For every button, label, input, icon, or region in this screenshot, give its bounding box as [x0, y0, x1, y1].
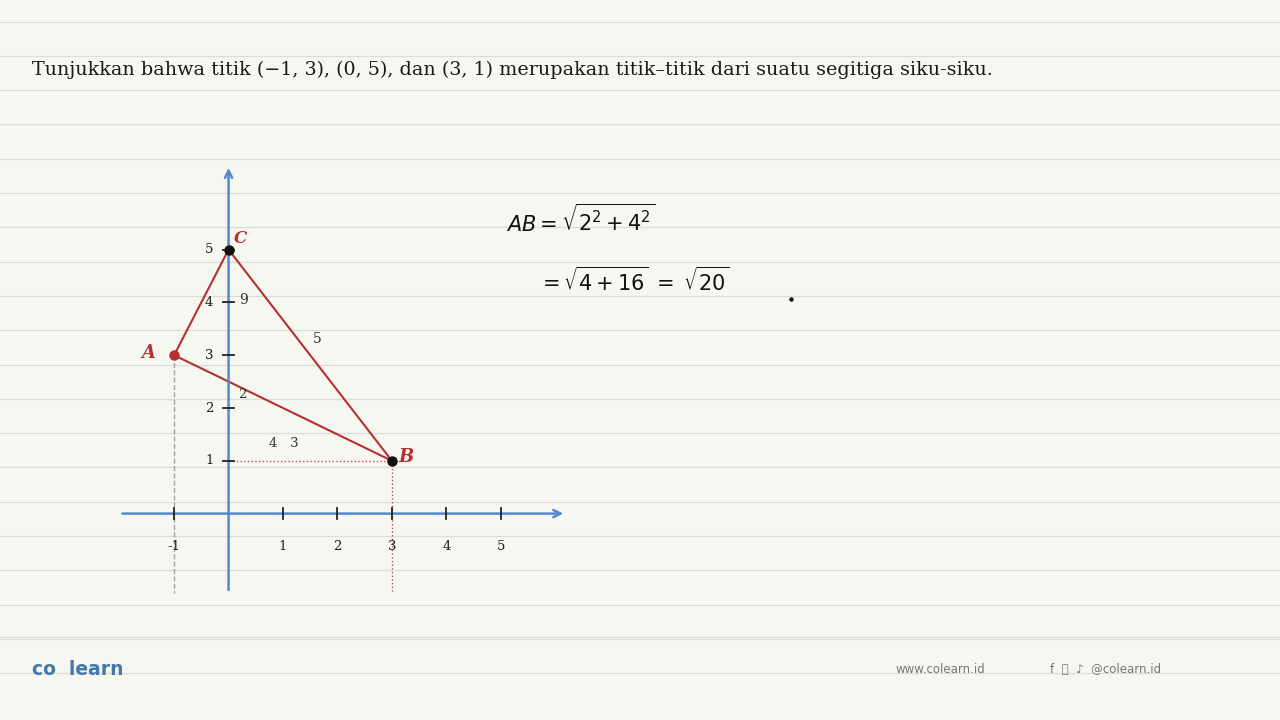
Text: 1: 1: [279, 540, 287, 553]
Text: B: B: [398, 448, 413, 466]
Text: 4   3: 4 3: [269, 438, 300, 451]
Text: A: A: [142, 343, 155, 361]
Text: Tunjukkan bahwa titik (−1, 3), (0, 5), dan (3, 1) merupakan titik–titik dari sua: Tunjukkan bahwa titik (−1, 3), (0, 5), d…: [32, 61, 993, 79]
Text: 3: 3: [205, 348, 214, 361]
Text: www.colearn.id: www.colearn.id: [896, 663, 986, 676]
Text: 5: 5: [312, 333, 321, 346]
Text: 4: 4: [205, 296, 214, 309]
Text: 5: 5: [205, 243, 214, 256]
Text: 2: 2: [205, 402, 214, 415]
Text: 2: 2: [238, 388, 247, 401]
Text: f  ⓞ  ♪  @colearn.id: f ⓞ ♪ @colearn.id: [1050, 663, 1161, 676]
Text: 1: 1: [205, 454, 214, 467]
Text: $\mathit{AB} = \sqrt{2^2 + 4^2}$: $\mathit{AB} = \sqrt{2^2 + 4^2}$: [506, 204, 655, 235]
Text: 9: 9: [239, 293, 248, 307]
Text: 2: 2: [333, 540, 342, 553]
Text: 3: 3: [388, 540, 396, 553]
Text: -1: -1: [168, 540, 180, 553]
Text: 4: 4: [442, 540, 451, 553]
Text: co  learn: co learn: [32, 660, 123, 679]
Text: 5: 5: [497, 540, 504, 553]
Text: $= \sqrt{4 + 16}\; =\; \sqrt{20}$: $= \sqrt{4 + 16}\; =\; \sqrt{20}$: [538, 266, 730, 295]
Text: C: C: [234, 230, 247, 247]
